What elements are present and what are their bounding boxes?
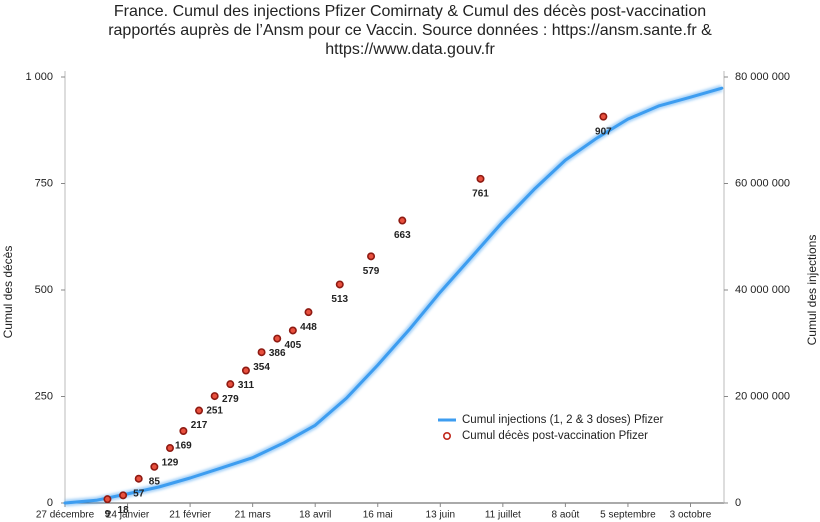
y2-tick-label: 80 000 000 bbox=[735, 71, 790, 83]
x-tick-label: 13 juin bbox=[426, 510, 455, 521]
data-label: 354 bbox=[253, 362, 270, 373]
y-tick-label: 0 bbox=[47, 497, 53, 509]
scatter-point bbox=[195, 406, 204, 415]
y-tick-label: 250 bbox=[35, 390, 53, 402]
legend-swatch bbox=[442, 431, 451, 440]
scatter-point bbox=[257, 348, 266, 357]
scatter-point bbox=[165, 444, 174, 453]
data-label: 251 bbox=[206, 406, 223, 417]
title-line: rapportés auprès de l’Ansm pour ce Vacci… bbox=[108, 22, 712, 39]
data-label: 663 bbox=[394, 230, 411, 241]
scatter-point bbox=[150, 462, 159, 471]
title-line: France. Cumul des injections Pfizer Comi… bbox=[113, 3, 707, 20]
scatter-point bbox=[599, 112, 608, 121]
scatter-point bbox=[476, 174, 485, 183]
scatter-point bbox=[179, 427, 188, 436]
y-tick-label: 500 bbox=[35, 284, 53, 296]
y2-tick-label: 0 bbox=[735, 497, 741, 509]
scatter-point bbox=[210, 392, 219, 401]
scatter-point bbox=[304, 308, 313, 317]
y-axis-title: Cumul des décès bbox=[1, 246, 15, 339]
data-label: 279 bbox=[222, 394, 239, 405]
x-tick-label: 5 septembre bbox=[600, 510, 656, 521]
data-label: 761 bbox=[472, 188, 489, 199]
data-label: 311 bbox=[238, 380, 255, 391]
scatter-point bbox=[226, 380, 235, 389]
data-label: 18 bbox=[118, 505, 130, 516]
data-label: 386 bbox=[269, 348, 286, 359]
scatter-point bbox=[398, 216, 407, 225]
chart-title: France. Cumul des injections Pfizer Comi… bbox=[0, 2, 820, 59]
data-label: 169 bbox=[175, 441, 192, 452]
scatter-point bbox=[241, 366, 250, 375]
x-tick-label: 24 janvier bbox=[106, 510, 150, 521]
data-label: 579 bbox=[363, 266, 380, 277]
data-label: 513 bbox=[331, 294, 348, 305]
legend-label: Cumul injections (1, 2 & 3 doses) Pfizer bbox=[462, 414, 664, 426]
data-label: 57 bbox=[133, 488, 145, 499]
x-tick-label: 21 février bbox=[169, 510, 211, 521]
scatter-point bbox=[288, 326, 297, 335]
scatter-point bbox=[103, 495, 112, 504]
data-label: 448 bbox=[300, 322, 317, 333]
y2-tick-label: 60 000 000 bbox=[735, 177, 790, 189]
data-label: 9 bbox=[105, 509, 111, 520]
data-label: 405 bbox=[285, 340, 302, 351]
x-tick-label: 3 octobre bbox=[670, 510, 712, 521]
scatter-point bbox=[335, 280, 344, 289]
x-tick-label: 16 mai bbox=[363, 510, 393, 521]
data-label: 907 bbox=[595, 126, 612, 137]
y-tick-label: 1 000 bbox=[25, 71, 53, 83]
data-label: 85 bbox=[149, 476, 161, 487]
x-tick-label: 8 août bbox=[551, 510, 579, 521]
x-tick-label: 27 décembre bbox=[36, 510, 95, 521]
y2-tick-label: 20 000 000 bbox=[735, 390, 790, 402]
x-tick-label: 18 avril bbox=[299, 510, 331, 521]
scatter-point bbox=[273, 334, 282, 343]
line-series bbox=[63, 86, 724, 505]
legend-label: Cumul décès post-vaccination Pfizer bbox=[462, 430, 648, 442]
scatter-point bbox=[134, 474, 143, 483]
scatter-point bbox=[119, 491, 128, 500]
data-label: 129 bbox=[162, 458, 179, 469]
y2-axis-title: Cumul des injections bbox=[805, 235, 819, 346]
title-line: https://www.data.gouv.fr bbox=[325, 41, 495, 58]
data-label: 217 bbox=[191, 420, 208, 431]
x-tick-label: 11 juillet bbox=[485, 510, 521, 521]
y2-tick-label: 40 000 000 bbox=[735, 284, 790, 296]
y-tick-label: 750 bbox=[35, 177, 53, 189]
scatter-point bbox=[367, 252, 376, 261]
x-tick-label: 21 mars bbox=[235, 510, 271, 521]
